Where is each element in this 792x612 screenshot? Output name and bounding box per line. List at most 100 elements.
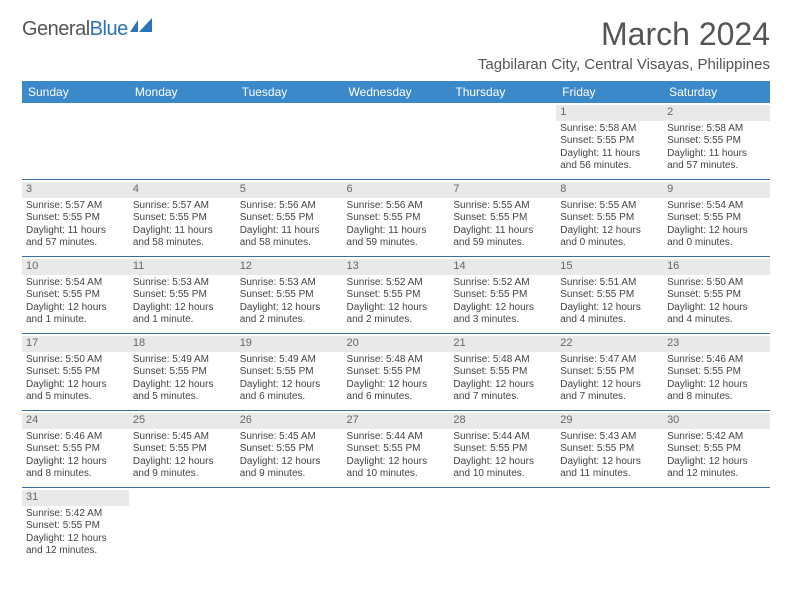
cell-text: Daylight: 12 hours	[26, 456, 125, 469]
cell-text: Sunrise: 5:49 AM	[240, 354, 339, 367]
calendar-cell-empty	[22, 103, 129, 180]
cell-text: Daylight: 12 hours	[133, 302, 232, 315]
cell-text: and 4 minutes.	[667, 314, 766, 327]
cell-text: Sunrise: 5:50 AM	[26, 354, 125, 367]
cell-text: Daylight: 11 hours	[453, 225, 552, 238]
cell-text: and 58 minutes.	[240, 237, 339, 250]
cell-text: and 8 minutes.	[667, 391, 766, 404]
cell-text: Daylight: 12 hours	[240, 456, 339, 469]
cell-text: Daylight: 12 hours	[667, 379, 766, 392]
cell-text: Daylight: 12 hours	[347, 456, 446, 469]
cell-text: Sunrise: 5:55 AM	[560, 200, 659, 213]
month-title: March 2024	[478, 18, 770, 50]
calendar-cell: 19Sunrise: 5:49 AMSunset: 5:55 PMDayligh…	[236, 334, 343, 411]
cell-text: Sunrise: 5:57 AM	[26, 200, 125, 213]
cell-text: Daylight: 12 hours	[26, 302, 125, 315]
cell-text: Daylight: 11 hours	[347, 225, 446, 238]
day-header: Wednesday	[343, 81, 450, 103]
calendar-cell-empty	[236, 488, 343, 565]
cell-text: Sunrise: 5:54 AM	[26, 277, 125, 290]
cell-text: Sunset: 5:55 PM	[667, 135, 766, 148]
day-number: 22	[556, 336, 663, 352]
cell-text: Sunset: 5:55 PM	[453, 366, 552, 379]
calendar-cell: 22Sunrise: 5:47 AMSunset: 5:55 PMDayligh…	[556, 334, 663, 411]
cell-text: Sunset: 5:55 PM	[347, 366, 446, 379]
day-number: 6	[343, 182, 450, 198]
calendar-cell: 30Sunrise: 5:42 AMSunset: 5:55 PMDayligh…	[663, 411, 770, 488]
cell-text: Daylight: 12 hours	[560, 379, 659, 392]
calendar-cell: 17Sunrise: 5:50 AMSunset: 5:55 PMDayligh…	[22, 334, 129, 411]
calendar-cell-empty	[236, 103, 343, 180]
cell-text: Daylight: 11 hours	[133, 225, 232, 238]
calendar-cell: 24 Sunrise: 5:46 AMSunset: 5:55 PMDayligh…	[22, 411, 129, 488]
cell-text: and 10 minutes.	[453, 468, 552, 481]
cell-text: Daylight: 12 hours	[453, 302, 552, 315]
calendar-table: SundayMondayTuesdayWednesdayThursdayFrid…	[22, 81, 770, 564]
cell-text: Daylight: 11 hours	[560, 148, 659, 161]
calendar-cell: 21Sunrise: 5:48 AMSunset: 5:55 PMDayligh…	[449, 334, 556, 411]
cell-text: and 57 minutes.	[667, 160, 766, 173]
calendar-cell: 16Sunrise: 5:50 AMSunset: 5:55 PMDayligh…	[663, 257, 770, 334]
cell-text: and 7 minutes.	[560, 391, 659, 404]
cell-text: Sunset: 5:55 PM	[26, 443, 125, 456]
calendar-cell: 31Sunrise: 5:42 AMSunset: 5:55 PMDayligh…	[22, 488, 129, 565]
cell-text: Sunset: 5:55 PM	[26, 212, 125, 225]
cell-text: Sunrise: 5:56 AM	[240, 200, 339, 213]
cell-text: Sunrise: 5:45 AM	[240, 431, 339, 444]
cell-text: and 1 minute.	[133, 314, 232, 327]
calendar-cell: 3Sunrise: 5:57 AMSunset: 5:55 PMDaylight…	[22, 180, 129, 257]
cell-text: Sunrise: 5:46 AM	[26, 431, 125, 444]
cell-text: Sunset: 5:55 PM	[560, 135, 659, 148]
cell-text: Sunset: 5:55 PM	[453, 212, 552, 225]
cell-text: Sunset: 5:55 PM	[133, 289, 232, 302]
day-number: 20	[343, 336, 450, 352]
cell-text: and 57 minutes.	[26, 237, 125, 250]
calendar-cell: 28Sunrise: 5:44 AMSunset: 5:55 PMDayligh…	[449, 411, 556, 488]
calendar-cell: 25Sunrise: 5:45 AMSunset: 5:55 PMDayligh…	[129, 411, 236, 488]
day-number: 1	[556, 105, 663, 121]
cell-text: and 3 minutes.	[453, 314, 552, 327]
title-block: March 2024 Tagbilaran City, Central Visa…	[478, 18, 770, 73]
cell-text: and 9 minutes.	[133, 468, 232, 481]
cell-text: Sunrise: 5:48 AM	[347, 354, 446, 367]
calendar-cell: 8Sunrise: 5:55 AMSunset: 5:55 PMDaylight…	[556, 180, 663, 257]
cell-text: Sunset: 5:55 PM	[560, 443, 659, 456]
calendar-row: 31Sunrise: 5:42 AMSunset: 5:55 PMDayligh…	[22, 488, 770, 565]
day-header: Saturday	[663, 81, 770, 103]
cell-text: and 1 minute.	[26, 314, 125, 327]
cell-text: and 58 minutes.	[133, 237, 232, 250]
calendar-cell: 11Sunrise: 5:53 AMSunset: 5:55 PMDayligh…	[129, 257, 236, 334]
cell-text: and 5 minutes.	[26, 391, 125, 404]
cell-text: Sunset: 5:55 PM	[347, 289, 446, 302]
cell-text: Sunset: 5:55 PM	[26, 289, 125, 302]
day-number: 29	[556, 413, 663, 429]
cell-text: Sunset: 5:55 PM	[133, 443, 232, 456]
cell-text: Daylight: 12 hours	[26, 533, 125, 546]
day-number: 13	[343, 259, 450, 275]
cell-text: Sunset: 5:55 PM	[667, 289, 766, 302]
cell-text: Sunrise: 5:54 AM	[667, 200, 766, 213]
calendar-row: 3Sunrise: 5:57 AMSunset: 5:55 PMDaylight…	[22, 180, 770, 257]
calendar-cell-empty	[343, 103, 450, 180]
calendar-row: 17 Sunrise: 5:50 AM Sunset: 5:55 PM Dayligh…	[22, 334, 770, 411]
cell-text: Sunset: 5:55 PM	[133, 366, 232, 379]
cell-text: Sunrise: 5:53 AM	[240, 277, 339, 290]
cell-text: Daylight: 11 hours	[26, 225, 125, 238]
cell-text: Sunset: 5:55 PM	[453, 289, 552, 302]
cell-text: Daylight: 12 hours	[453, 456, 552, 469]
cell-text: Daylight: 12 hours	[667, 456, 766, 469]
day-header: Thursday	[449, 81, 556, 103]
cell-text: and 9 minutes.	[240, 468, 339, 481]
day-number: 11	[129, 259, 236, 275]
cell-text: Daylight: 12 hours	[26, 379, 125, 392]
day-number: 17	[22, 336, 129, 352]
cell-text: Sunset: 5:55 PM	[133, 212, 232, 225]
cell-text: Sunset: 5:55 PM	[347, 212, 446, 225]
day-number: 7	[449, 182, 556, 198]
calendar-cell: 7Sunrise: 5:55 AMSunset: 5:55 PMDaylight…	[449, 180, 556, 257]
day-number: 21	[449, 336, 556, 352]
calendar-cell: 29Sunrise: 5:43 AMSunset: 5:55 PMDayligh…	[556, 411, 663, 488]
cell-text: Daylight: 11 hours	[667, 148, 766, 161]
day-number: 24	[22, 413, 129, 429]
calendar-cell: 15Sunrise: 5:51 AMSunset: 5:55 PMDayligh…	[556, 257, 663, 334]
